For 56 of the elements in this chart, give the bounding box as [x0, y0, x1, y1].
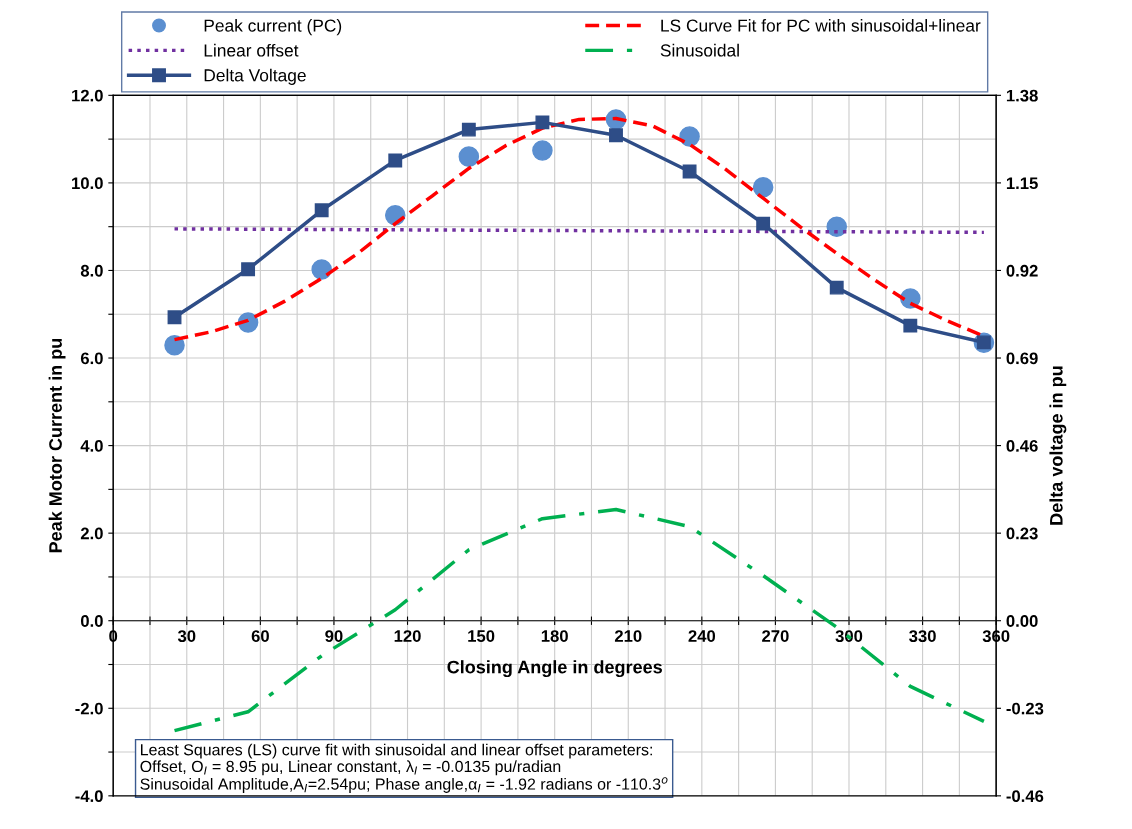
point	[829, 280, 844, 295]
x-tick-label: 30	[177, 630, 196, 643]
point	[388, 153, 403, 168]
y-axis-title: Peak Motor Current in pu	[48, 338, 66, 553]
y-tick-label: -2.0	[75, 702, 103, 715]
x-tick-label: 60	[251, 630, 269, 642]
point	[535, 115, 550, 130]
legend-label: LS Curve Fit for PC with sinusoidal+linear	[661, 19, 981, 32]
x-tick-label: 120	[394, 630, 421, 642]
point	[461, 122, 476, 137]
x-tick-label: 270	[762, 630, 789, 642]
y-tick-label: 6.0	[80, 352, 103, 365]
y2-axis-title: Delta voltage in pu	[1049, 366, 1067, 525]
point	[679, 126, 700, 147]
y-tick-label: 0.0	[80, 615, 103, 627]
x-tick-label: 240	[688, 630, 716, 642]
point	[609, 128, 623, 143]
y2-tick-label: 0.00	[1006, 615, 1038, 627]
y-tick-label: 12.0	[72, 89, 103, 102]
y2-tick-label: 0.69	[1006, 352, 1038, 365]
y2-tick-label: 1.38	[1006, 89, 1038, 102]
legend-label: Peak current (PC)	[204, 19, 342, 36]
y2-tick-label: 0.23	[1006, 527, 1038, 540]
y2-tick-label: -0.46	[1006, 790, 1044, 803]
point	[756, 216, 771, 231]
point	[903, 318, 918, 333]
y2-tick-label: 0.92	[1006, 264, 1038, 277]
point	[311, 259, 332, 280]
y-tick-label: -4.0	[75, 790, 103, 803]
x-tick-label: 180	[541, 630, 568, 642]
y-tick-label: 2.0	[80, 527, 103, 540]
y2-tick-label: 0.46	[1006, 439, 1038, 452]
point	[241, 262, 256, 277]
y-tick-label: 4.0	[80, 439, 103, 452]
point	[167, 310, 182, 325]
point	[752, 177, 774, 198]
y-tick-label: 8.0	[80, 264, 103, 277]
point	[682, 164, 697, 179]
point	[826, 216, 848, 237]
legend-label: Sinusoidal	[660, 43, 739, 57]
point	[532, 140, 553, 161]
x-tick-label: 150	[468, 630, 495, 642]
y-tick-label: 10.0	[72, 177, 103, 190]
y2-tick-label: -0.23	[1006, 702, 1044, 715]
point	[164, 335, 185, 356]
y2-tick-label: 1.15	[1006, 177, 1038, 190]
x-tick-label: 330	[909, 630, 936, 643]
x-tick-label: 210	[614, 630, 642, 642]
x-tick-label: 300	[835, 630, 863, 643]
x-tick-label: 90	[325, 630, 343, 642]
legend-label: Linear offset	[204, 43, 299, 57]
text: Least Squares (LS) curve fit with sinusoidal and linear offset parameters: Offset, O$_{I}$ = 8.95 pu, Linear constant, λ$_{I}$ = -0.0135 pu/radian Sinusoidal Amplitude,A$_{I}$=2.54pu; Phase angle,α$_{I}$ = -1.92 radians or -110.3$^{o}$	[140, 743, 668, 793]
x-axis-title: Closing Angle in degrees	[447, 660, 662, 678]
legend-label: Delta Voltage	[204, 68, 306, 85]
point	[458, 146, 480, 167]
point	[314, 203, 329, 218]
